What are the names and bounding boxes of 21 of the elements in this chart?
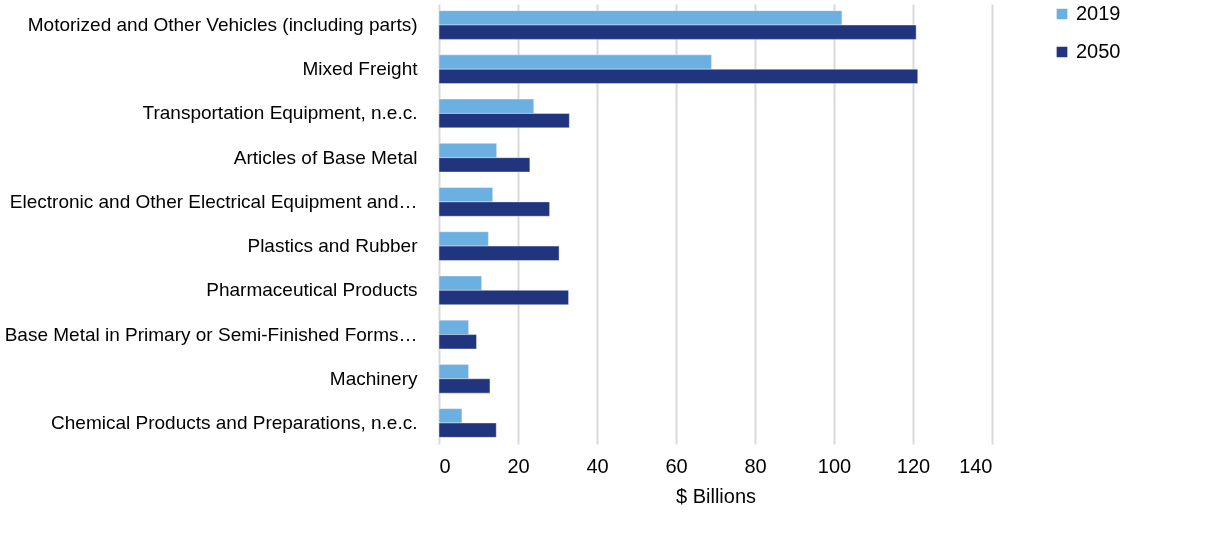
x-tick-label: 20 [507, 454, 530, 477]
y-tick-label: Transportation Equipment, n.e.c. [142, 102, 418, 124]
y-tick-label: Base Metal in Primary or Semi-Finished Forms… [4, 323, 418, 345]
y-tick-label: Machinery [329, 367, 418, 389]
y-tick-label: Chemical Products and Preparations, n.e.c. [51, 411, 418, 433]
y-tick-label: Motorized and Other Vehicles (including parts) [27, 14, 418, 36]
legend-label: 2019 [1076, 2, 1121, 24]
y-tick-label: Articles of Base Metal [233, 146, 418, 168]
x-tick-label: 120 [896, 454, 931, 477]
y-tick-label: Mixed Freight [302, 58, 419, 80]
x-tick-label: 140 [959, 454, 993, 477]
y-tick-label: Pharmaceutical Products [206, 279, 418, 301]
x-tick-label: 0 [439, 454, 451, 477]
y-tick-label: Electronic and Other Electrical Equipment and… [9, 190, 418, 212]
y-tick-label: Plastics and Rubber [247, 235, 419, 257]
x-tick-label: 100 [817, 454, 852, 477]
x-tick-label: 60 [665, 454, 688, 477]
x-tick-label: 80 [744, 454, 767, 477]
legend-label: 2050 [1076, 40, 1121, 62]
x-axis-title: $ Billions [675, 484, 757, 507]
x-tick-label: 40 [586, 454, 609, 477]
